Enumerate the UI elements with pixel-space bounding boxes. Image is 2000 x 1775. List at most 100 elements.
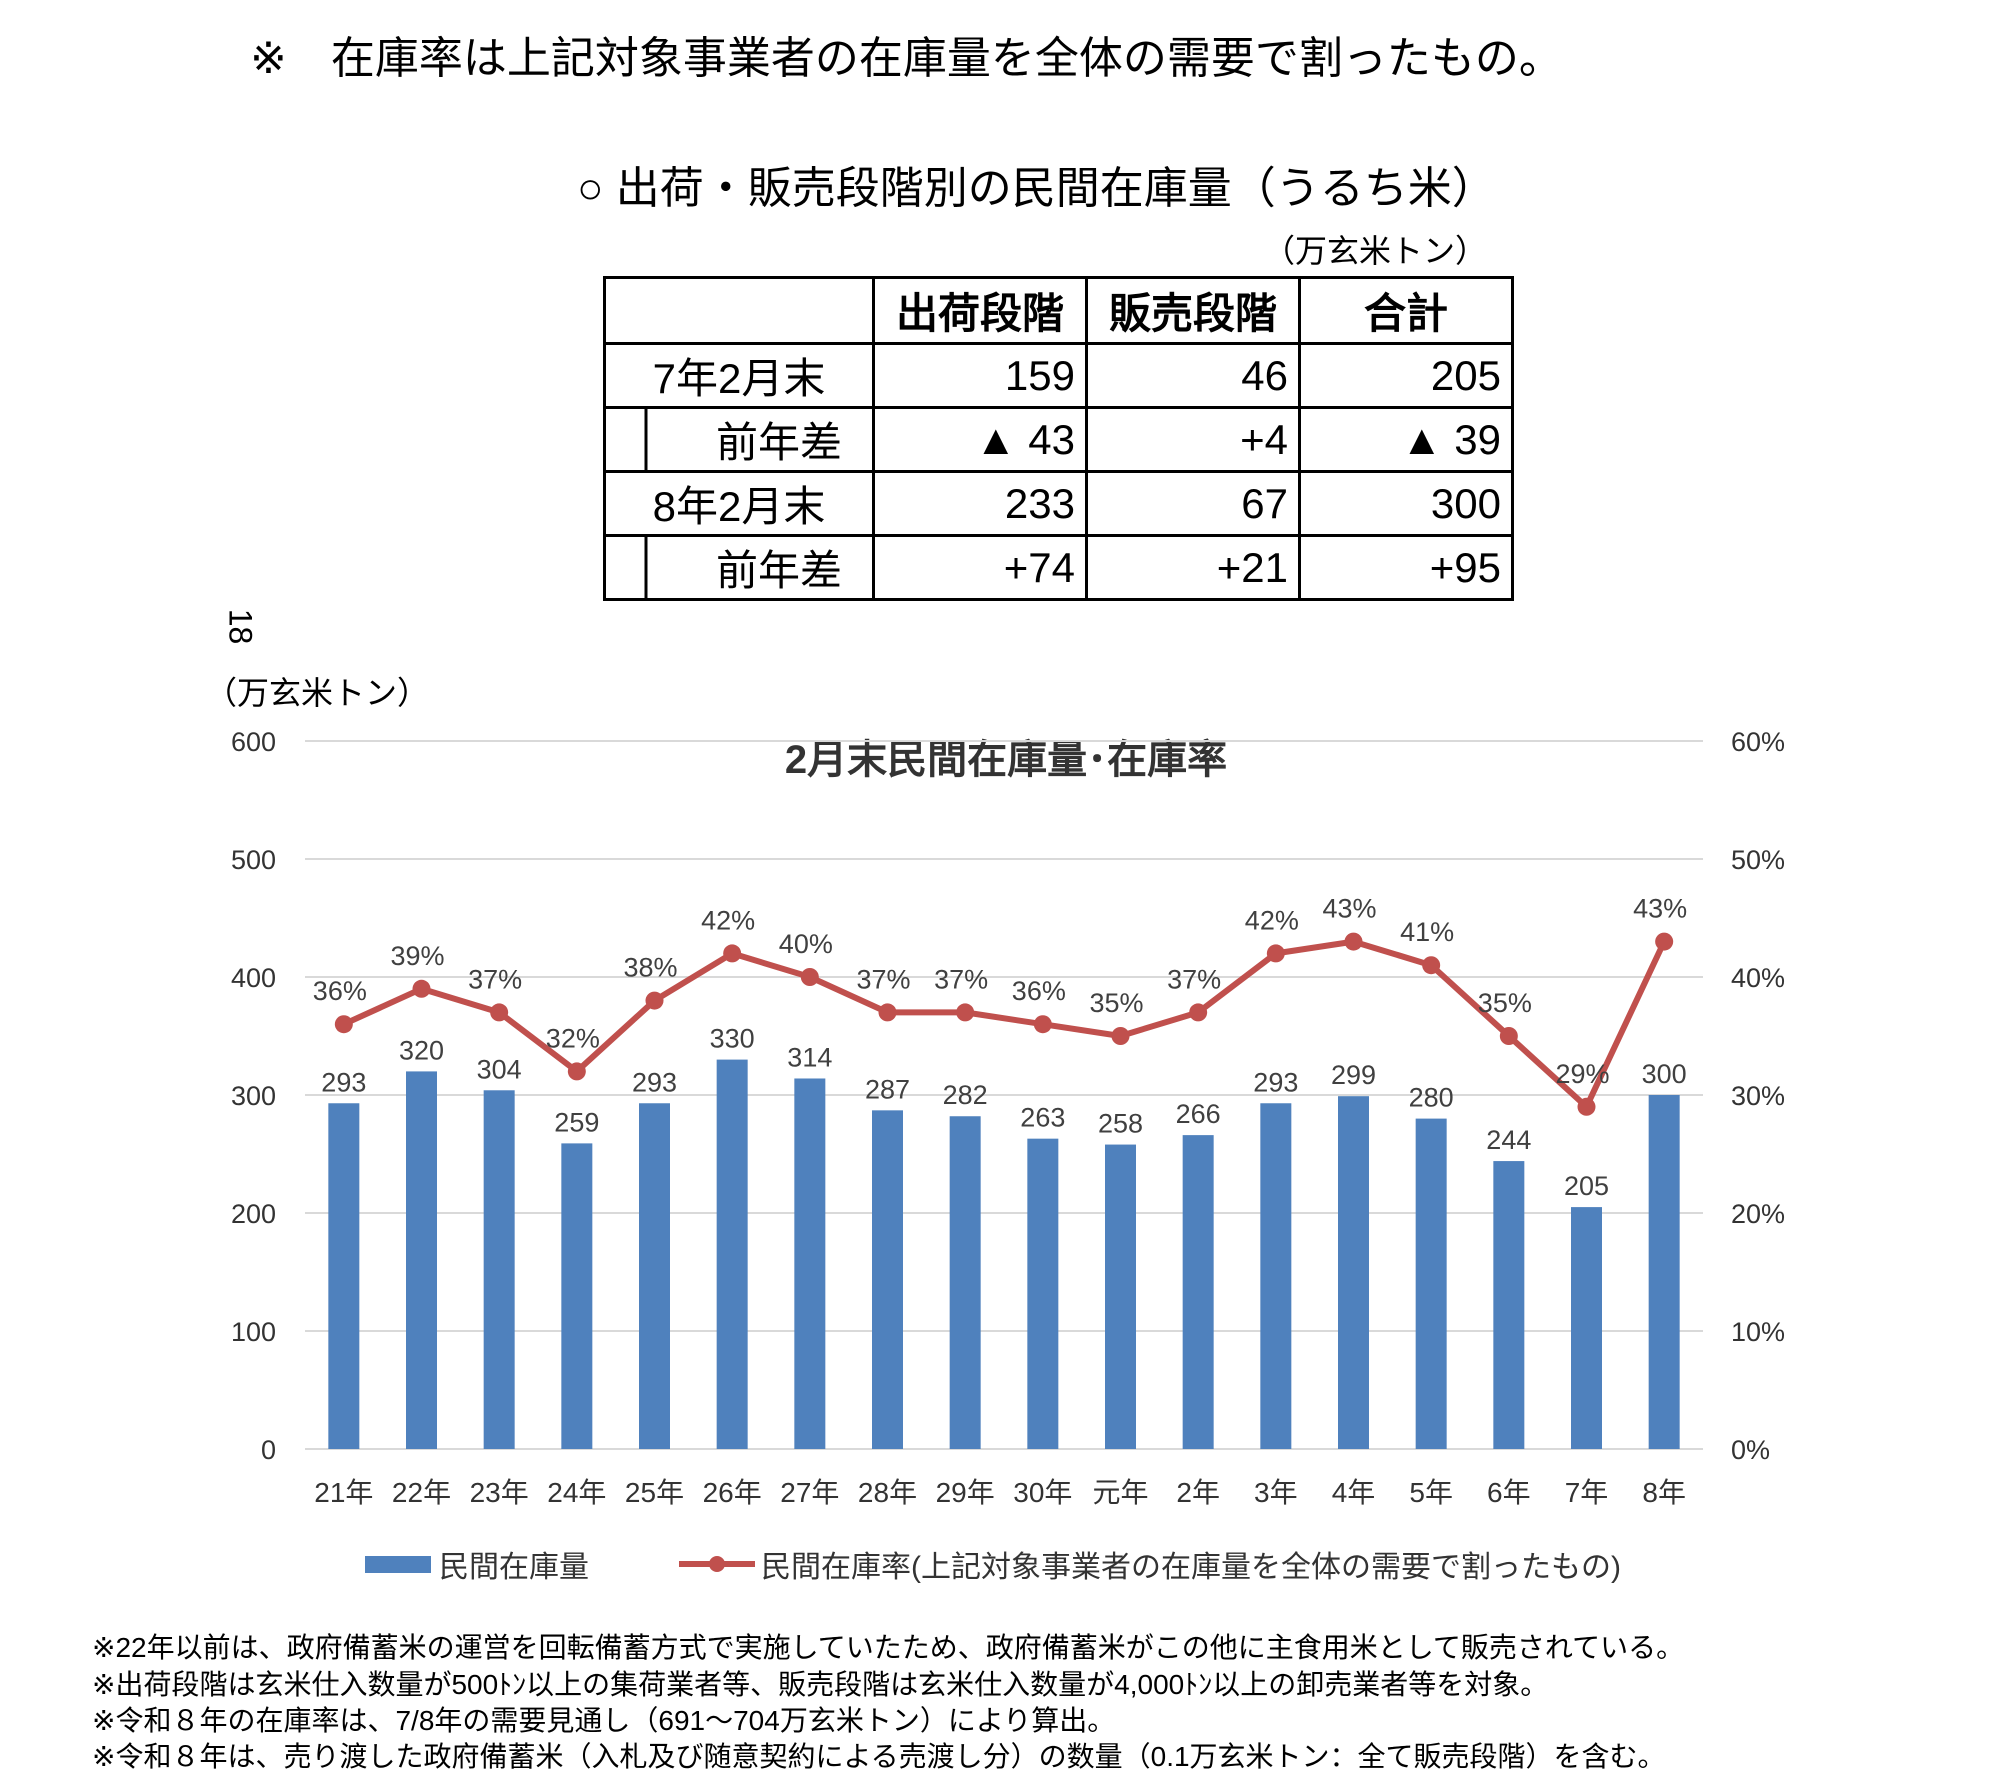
rate-point	[1577, 1097, 1596, 1116]
rate-value-label: 37%	[934, 964, 988, 994]
rate-point	[412, 979, 431, 998]
bar	[949, 1116, 981, 1449]
rate-point	[800, 968, 819, 986]
table-header-row: 出荷段階 販売段階 合計	[603, 276, 1514, 345]
row-label: 8年2月末	[603, 470, 875, 537]
x-tick-label: 5年	[1409, 1477, 1453, 1508]
rate-value-label: 43%	[1322, 894, 1376, 924]
table-cell: 67	[1085, 470, 1301, 537]
row-label: 7年2月末	[603, 342, 875, 409]
bar-value-label: 287	[865, 1074, 910, 1104]
rate-point	[723, 944, 742, 963]
rate-value-label: 41%	[1400, 917, 1454, 947]
rate-point	[956, 1003, 975, 1022]
table-unit: （万玄米トン）	[1263, 233, 1488, 269]
rate-value-label: 32%	[546, 1023, 600, 1053]
bar-value-label: 330	[710, 1024, 755, 1054]
rate-point	[1111, 1027, 1130, 1045]
x-tick-label: 8年	[1642, 1477, 1686, 1508]
bar	[406, 1071, 437, 1449]
bar	[1648, 1095, 1680, 1449]
footnote: ※令和８年の在庫率は、7/8年の需要見通し（691～704万玄米トン）により算出…	[92, 1705, 1116, 1736]
rate-value-label: 35%	[1478, 988, 1532, 1018]
table-cell: 233	[872, 470, 1088, 537]
rate-point	[1499, 1027, 1518, 1045]
x-tick-label: 6年	[1487, 1477, 1531, 1508]
x-tick-label: 21年	[314, 1477, 373, 1508]
rate-value-label: 36%	[313, 976, 367, 1006]
bar	[1415, 1118, 1447, 1449]
bar-value-label: 320	[399, 1035, 444, 1065]
x-tick-label: 30年	[1013, 1477, 1072, 1508]
bar	[1260, 1103, 1292, 1449]
legend-line: 民間在庫率(上記対象事業者の在庫量を全体の需要で割ったもの)	[677, 1542, 1621, 1586]
rate-point	[1344, 932, 1363, 951]
bar-value-label: 263	[1020, 1103, 1065, 1133]
rate-value-label: 42%	[1245, 905, 1299, 935]
table-cell: 205	[1298, 342, 1514, 409]
rate-point	[334, 1015, 353, 1034]
x-tick-label: 23年	[470, 1477, 529, 1508]
legend-line-label: 民間在庫率(上記対象事業者の在庫量を全体の需要で割ったもの)	[761, 1551, 1621, 1584]
bar	[561, 1143, 593, 1449]
bar-value-label: 282	[943, 1080, 988, 1110]
bar-value-label: 304	[477, 1054, 522, 1084]
row-label: 前年差	[603, 406, 875, 473]
row-label: 前年差	[603, 534, 875, 601]
bar	[716, 1059, 748, 1449]
x-tick-label: 28年	[858, 1477, 917, 1508]
x-tick-label: 2年	[1176, 1477, 1220, 1508]
bar	[1338, 1096, 1369, 1449]
legend-bar: 民間在庫量	[365, 1542, 589, 1586]
rate-value-label: 42%	[701, 905, 755, 935]
y2-tick-label: 0%	[1731, 1435, 1770, 1465]
bar	[794, 1078, 826, 1449]
rate-value-label: 37%	[1167, 964, 1221, 994]
top-note: ※ 在庫率は上記対象事業者の在庫量を全体の需要で割ったもの。	[250, 34, 1563, 83]
rate-value-label: 37%	[468, 964, 522, 994]
x-tick-label: 3年	[1254, 1477, 1298, 1508]
bar-value-label: 314	[787, 1042, 832, 1072]
rate-value-label: 29%	[1555, 1059, 1609, 1089]
header-cell: 販売段階	[1085, 276, 1301, 345]
rate-point	[1189, 1003, 1208, 1022]
y-tick-label: 300	[231, 1081, 276, 1111]
bar-value-label: 244	[1486, 1125, 1531, 1155]
bar	[1182, 1135, 1214, 1449]
bar-value-label: 280	[1409, 1083, 1454, 1113]
y-tick-label: 600	[231, 727, 276, 757]
bar-value-label: 266	[1176, 1099, 1221, 1129]
y2-tick-label: 30%	[1731, 1081, 1785, 1111]
y2-tick-label: 50%	[1731, 845, 1785, 875]
bar-value-label: 300	[1642, 1059, 1687, 1089]
footnote: ※出荷段階は玄米仕入数量が500ﾄﾝ以上の集荷業者等、販売段階は玄米仕入数量が4…	[92, 1669, 1549, 1700]
table-cell: 300	[1298, 470, 1514, 537]
y-tick-label: 400	[231, 963, 276, 993]
x-tick-label: 4年	[1332, 1477, 1376, 1508]
rate-point	[645, 991, 664, 1010]
table-cell: +4	[1085, 406, 1301, 473]
legend-bar-swatch	[365, 1555, 431, 1573]
table-cell: 159	[872, 342, 1088, 409]
bar	[328, 1103, 360, 1449]
bar-value-label: 259	[554, 1107, 599, 1137]
y-tick-label: 0	[261, 1435, 276, 1465]
y2-tick-label: 60%	[1731, 727, 1785, 757]
table-cell: +74	[872, 534, 1088, 601]
rate-value-label: 35%	[1089, 988, 1143, 1018]
y-tick-label: 500	[231, 845, 276, 875]
rate-line	[342, 938, 1667, 1110]
rate-value-label: 39%	[390, 941, 444, 971]
bar	[1027, 1138, 1059, 1449]
y-tick-label: 100	[231, 1317, 276, 1347]
table-cell: +95	[1298, 534, 1514, 601]
rate-value-label: 37%	[856, 964, 910, 994]
rate-point	[567, 1062, 586, 1081]
rate-point	[878, 1003, 897, 1022]
table-cell: ▲ 43	[872, 406, 1088, 473]
footnote: ※令和８年は、売り渡した政府備蓄米（入札及び随意契約による売渡し分）の数量（0.…	[92, 1741, 1666, 1772]
x-tick-label: 22年	[392, 1477, 451, 1508]
legend-line-swatch	[679, 1556, 755, 1572]
bar	[1105, 1144, 1136, 1449]
